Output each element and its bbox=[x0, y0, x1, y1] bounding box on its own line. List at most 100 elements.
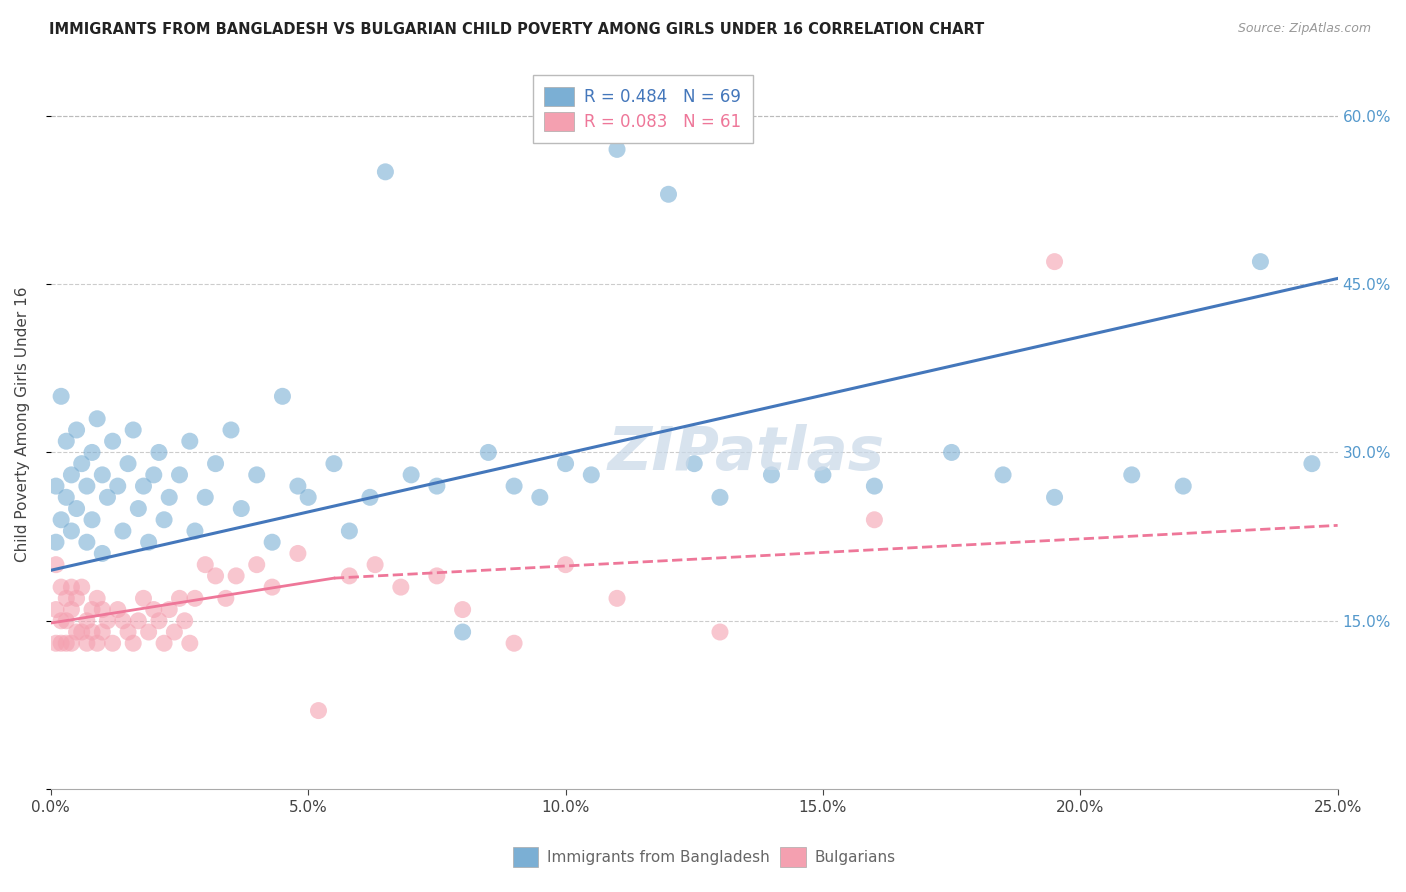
Point bbox=[91, 467, 114, 482]
Point bbox=[179, 434, 201, 449]
Point bbox=[70, 580, 93, 594]
Point bbox=[169, 467, 191, 482]
Point bbox=[991, 467, 1014, 482]
Point bbox=[1249, 254, 1271, 268]
Point bbox=[606, 591, 628, 606]
Point bbox=[101, 434, 124, 449]
Point bbox=[132, 591, 155, 606]
Point bbox=[503, 636, 526, 650]
Point bbox=[657, 187, 679, 202]
Text: Source: ZipAtlas.com: Source: ZipAtlas.com bbox=[1237, 22, 1371, 36]
Point bbox=[86, 591, 108, 606]
Point bbox=[606, 142, 628, 156]
Point bbox=[337, 569, 360, 583]
Point bbox=[60, 602, 83, 616]
Point bbox=[359, 491, 381, 505]
Point bbox=[554, 457, 576, 471]
Point bbox=[554, 558, 576, 572]
Point bbox=[122, 636, 145, 650]
Point bbox=[45, 535, 67, 549]
Point bbox=[308, 704, 330, 718]
Point bbox=[122, 423, 145, 437]
Point bbox=[49, 614, 72, 628]
Point bbox=[45, 479, 67, 493]
Y-axis label: Child Poverty Among Girls Under 16: Child Poverty Among Girls Under 16 bbox=[15, 286, 30, 562]
Point bbox=[204, 457, 226, 471]
Point bbox=[262, 580, 284, 594]
Point bbox=[863, 479, 886, 493]
Point bbox=[96, 614, 118, 628]
Text: Immigrants from Bangladesh: Immigrants from Bangladesh bbox=[547, 850, 769, 864]
Point bbox=[45, 636, 67, 650]
Point bbox=[271, 389, 294, 403]
Point bbox=[297, 491, 319, 505]
Point bbox=[111, 614, 134, 628]
Point bbox=[45, 602, 67, 616]
Point bbox=[811, 467, 834, 482]
Point bbox=[101, 636, 124, 650]
Point bbox=[111, 524, 134, 538]
Point bbox=[337, 524, 360, 538]
Point bbox=[215, 591, 238, 606]
Point bbox=[117, 457, 139, 471]
Point bbox=[65, 423, 87, 437]
Point bbox=[184, 591, 207, 606]
Point bbox=[91, 602, 114, 616]
Point bbox=[107, 479, 129, 493]
Point bbox=[60, 580, 83, 594]
Point bbox=[204, 569, 226, 583]
Point bbox=[153, 636, 176, 650]
Point bbox=[60, 467, 83, 482]
Point bbox=[55, 591, 77, 606]
Point bbox=[761, 467, 783, 482]
Point bbox=[287, 546, 309, 560]
Point bbox=[219, 423, 242, 437]
Point bbox=[225, 569, 247, 583]
Point bbox=[142, 602, 165, 616]
Point bbox=[91, 546, 114, 560]
Point bbox=[529, 491, 551, 505]
Point bbox=[709, 625, 731, 640]
Point bbox=[194, 491, 217, 505]
Point bbox=[60, 524, 83, 538]
Point bbox=[157, 491, 180, 505]
Point bbox=[581, 467, 603, 482]
Point bbox=[55, 491, 77, 505]
Point bbox=[76, 479, 98, 493]
Point bbox=[76, 636, 98, 650]
Point bbox=[148, 445, 170, 459]
Point bbox=[709, 491, 731, 505]
Point bbox=[76, 614, 98, 628]
Point bbox=[153, 513, 176, 527]
Point bbox=[287, 479, 309, 493]
Point bbox=[863, 513, 886, 527]
Point bbox=[169, 591, 191, 606]
Point bbox=[127, 501, 149, 516]
Point bbox=[323, 457, 346, 471]
Point bbox=[246, 467, 269, 482]
Point bbox=[503, 479, 526, 493]
Point bbox=[70, 625, 93, 640]
Point bbox=[1121, 467, 1143, 482]
Point bbox=[399, 467, 422, 482]
Point bbox=[1043, 254, 1066, 268]
Point bbox=[389, 580, 412, 594]
Point bbox=[65, 625, 87, 640]
Point bbox=[80, 445, 103, 459]
Point bbox=[374, 165, 396, 179]
Point bbox=[65, 501, 87, 516]
Point bbox=[76, 535, 98, 549]
Point bbox=[80, 513, 103, 527]
Point bbox=[364, 558, 387, 572]
Point bbox=[246, 558, 269, 572]
Point bbox=[80, 625, 103, 640]
Point bbox=[179, 636, 201, 650]
Point bbox=[96, 491, 118, 505]
Point bbox=[86, 411, 108, 425]
Point bbox=[426, 569, 449, 583]
Point bbox=[426, 479, 449, 493]
Point bbox=[1043, 491, 1066, 505]
Point bbox=[55, 434, 77, 449]
Point bbox=[138, 535, 160, 549]
Point bbox=[477, 445, 499, 459]
